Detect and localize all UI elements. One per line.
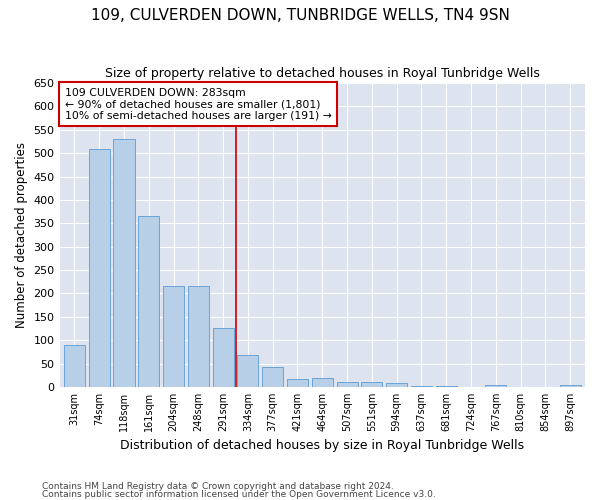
Bar — [361, 382, 382, 387]
Bar — [89, 150, 110, 387]
Bar — [163, 286, 184, 387]
Bar — [485, 385, 506, 387]
Bar — [113, 139, 134, 387]
Bar — [560, 385, 581, 387]
Text: Contains public sector information licensed under the Open Government Licence v3: Contains public sector information licen… — [42, 490, 436, 499]
Bar — [337, 382, 358, 387]
Bar — [411, 386, 432, 387]
Y-axis label: Number of detached properties: Number of detached properties — [15, 142, 28, 328]
Bar — [386, 383, 407, 387]
Bar — [287, 378, 308, 387]
Bar — [212, 328, 233, 387]
Title: Size of property relative to detached houses in Royal Tunbridge Wells: Size of property relative to detached ho… — [105, 68, 540, 80]
Bar — [188, 286, 209, 387]
Bar — [64, 345, 85, 387]
Bar — [436, 386, 457, 387]
Bar — [262, 367, 283, 387]
Text: Contains HM Land Registry data © Crown copyright and database right 2024.: Contains HM Land Registry data © Crown c… — [42, 482, 394, 491]
Text: 109, CULVERDEN DOWN, TUNBRIDGE WELLS, TN4 9SN: 109, CULVERDEN DOWN, TUNBRIDGE WELLS, TN… — [91, 8, 509, 22]
Text: 109 CULVERDEN DOWN: 283sqm
← 90% of detached houses are smaller (1,801)
10% of s: 109 CULVERDEN DOWN: 283sqm ← 90% of deta… — [65, 88, 332, 121]
Bar — [312, 378, 333, 387]
X-axis label: Distribution of detached houses by size in Royal Tunbridge Wells: Distribution of detached houses by size … — [120, 440, 524, 452]
Bar — [238, 355, 259, 387]
Bar — [138, 216, 160, 387]
